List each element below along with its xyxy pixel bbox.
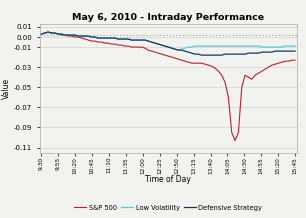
S&P 500 <box>126 45 130 47</box>
S&P 500 <box>293 59 297 61</box>
Low Volatility <box>46 31 50 33</box>
Legend: S&P 500, Low Volatility, Defensive Strategy: S&P 500, Low Volatility, Defensive Strat… <box>74 205 262 211</box>
Defensive Strategy <box>153 42 157 44</box>
Low Volatility <box>153 42 157 44</box>
S&P 500 <box>153 51 157 53</box>
Defensive Strategy <box>126 38 130 40</box>
Low Volatility <box>93 36 97 38</box>
Defensive Strategy <box>46 31 50 33</box>
Title: May 6, 2010 - Intraday Performance: May 6, 2010 - Intraday Performance <box>72 13 264 22</box>
S&P 500 <box>46 31 50 33</box>
Defensive Strategy <box>39 33 43 35</box>
S&P 500 <box>93 40 97 42</box>
S&P 500 <box>39 33 43 35</box>
Defensive Strategy <box>293 50 297 52</box>
Low Volatility <box>147 40 150 42</box>
S&P 500 <box>183 60 187 63</box>
Low Volatility <box>177 49 180 51</box>
Y-axis label: Value: Value <box>2 78 11 99</box>
Low Volatility <box>293 45 297 47</box>
Defensive Strategy <box>183 50 187 52</box>
Defensive Strategy <box>147 40 150 42</box>
Line: Defensive Strategy: Defensive Strategy <box>41 32 295 55</box>
Defensive Strategy <box>200 54 203 56</box>
Low Volatility <box>39 33 43 35</box>
Low Volatility <box>130 39 133 41</box>
Defensive Strategy <box>130 39 133 41</box>
S&P 500 <box>147 49 150 51</box>
Low Volatility <box>126 38 130 40</box>
S&P 500 <box>130 46 133 48</box>
Line: Low Volatility: Low Volatility <box>41 32 295 50</box>
X-axis label: Time of Day: Time of Day <box>145 175 191 184</box>
Low Volatility <box>186 46 190 48</box>
Line: S&P 500: S&P 500 <box>41 32 295 141</box>
S&P 500 <box>233 139 237 142</box>
Defensive Strategy <box>93 36 97 38</box>
